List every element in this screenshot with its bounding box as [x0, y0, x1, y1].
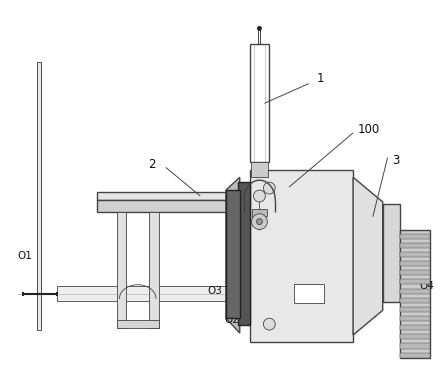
Text: 1: 1 [317, 72, 324, 85]
Bar [97, 192, 328, 200]
Bar [400, 270, 430, 275]
Polygon shape [353, 177, 383, 335]
Bar [117, 212, 126, 328]
Text: 2: 2 [148, 158, 156, 171]
Circle shape [264, 182, 275, 194]
Bar [400, 234, 430, 239]
Bar [249, 171, 353, 342]
Circle shape [252, 214, 267, 230]
Bar [400, 316, 430, 321]
Bar [294, 284, 323, 303]
Bar [57, 286, 248, 301]
Bar [400, 243, 430, 248]
Bar [400, 353, 430, 358]
Bar [249, 44, 269, 162]
Circle shape [257, 26, 261, 31]
Bar [400, 261, 430, 266]
Bar [226, 190, 240, 318]
Bar [252, 209, 267, 216]
Bar [117, 320, 159, 328]
Bar [383, 204, 400, 303]
Bar [149, 212, 159, 328]
Bar [97, 200, 328, 212]
Bar [400, 334, 430, 339]
Text: 100: 100 [358, 123, 380, 136]
Text: O2: O2 [225, 315, 239, 325]
Bar [251, 162, 268, 177]
Bar [400, 279, 430, 285]
Bar [400, 289, 430, 294]
Bar [400, 230, 430, 358]
Bar [400, 252, 430, 257]
Circle shape [253, 190, 265, 202]
Bar [400, 307, 430, 312]
Bar [37, 62, 41, 330]
Text: 3: 3 [392, 154, 400, 167]
Bar [400, 298, 430, 303]
Text: O4: O4 [420, 281, 435, 291]
Circle shape [256, 219, 262, 225]
Bar [238, 182, 249, 325]
Text: O1: O1 [17, 251, 32, 261]
Circle shape [264, 318, 275, 330]
Polygon shape [226, 177, 240, 333]
Text: O3: O3 [208, 286, 222, 296]
Bar [400, 325, 430, 330]
Bar [400, 343, 430, 348]
